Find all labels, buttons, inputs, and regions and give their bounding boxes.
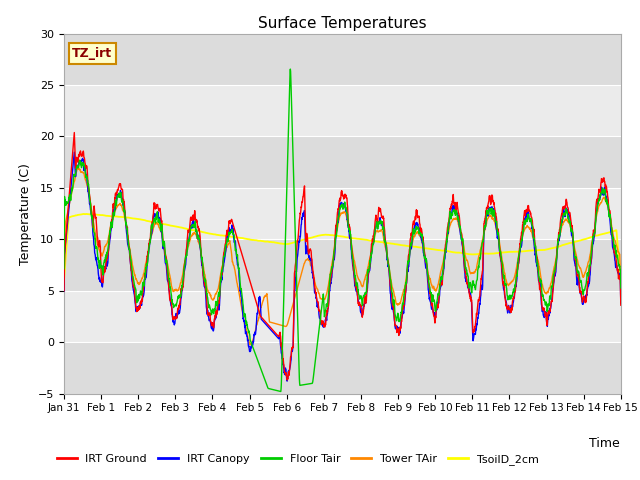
TsoilD_2cm: [508, 249, 516, 255]
Tower TAir: [75, 165, 83, 171]
Floor Tair: [617, 285, 625, 291]
Line: IRT Canopy: IRT Canopy: [64, 152, 621, 381]
Line: IRT Ground: IRT Ground: [64, 132, 621, 380]
Floor Tair: [60, 266, 68, 272]
Bar: [64, 342, 621, 394]
IRT Canopy: [70, 149, 78, 155]
Bar: [64, 291, 621, 342]
TsoilD_2cm: [164, 222, 172, 228]
IRT Canopy: [60, 288, 68, 294]
TsoilD_2cm: [593, 233, 600, 239]
Floor Tair: [287, 66, 294, 72]
X-axis label: Time: Time: [589, 437, 620, 450]
IRT Ground: [70, 130, 78, 135]
Text: TZ_irt: TZ_irt: [72, 47, 113, 60]
Legend: IRT Ground, IRT Canopy, Floor Tair, Tower TAir, TsoilD_2cm: IRT Ground, IRT Canopy, Floor Tair, Towe…: [52, 450, 543, 469]
Floor Tair: [277, 389, 285, 395]
IRT Canopy: [212, 314, 220, 320]
Tower TAir: [593, 212, 601, 217]
TsoilD_2cm: [80, 211, 88, 217]
Bar: [64, 188, 621, 240]
IRT Ground: [406, 237, 414, 243]
Floor Tair: [406, 244, 414, 250]
Floor Tair: [212, 300, 220, 306]
IRT Ground: [60, 288, 68, 294]
Floor Tair: [348, 252, 356, 258]
IRT Canopy: [284, 378, 291, 384]
IRT Canopy: [508, 306, 516, 312]
IRT Canopy: [593, 207, 601, 213]
Floor Tair: [593, 208, 601, 214]
Tower TAir: [617, 286, 625, 292]
Line: Floor Tair: Floor Tair: [64, 69, 621, 392]
TsoilD_2cm: [617, 280, 625, 286]
TsoilD_2cm: [60, 277, 68, 283]
Bar: [64, 34, 621, 85]
IRT Ground: [284, 377, 291, 383]
Bar: [64, 85, 621, 136]
Tower TAir: [164, 263, 172, 268]
IRT Canopy: [164, 278, 172, 284]
Tower TAir: [60, 281, 68, 287]
Floor Tair: [164, 267, 172, 273]
IRT Ground: [508, 307, 516, 313]
TsoilD_2cm: [406, 243, 414, 249]
Tower TAir: [508, 278, 516, 284]
TsoilD_2cm: [348, 235, 356, 241]
Title: Surface Temperatures: Surface Temperatures: [258, 16, 427, 31]
Tower TAir: [212, 291, 220, 297]
Tower TAir: [246, 342, 254, 348]
Bar: [64, 136, 621, 188]
Floor Tair: [508, 294, 516, 300]
Line: Tower TAir: Tower TAir: [64, 168, 621, 345]
IRT Ground: [593, 197, 601, 203]
IRT Canopy: [348, 256, 356, 262]
Line: TsoilD_2cm: TsoilD_2cm: [64, 214, 621, 283]
IRT Ground: [348, 249, 356, 254]
IRT Ground: [164, 276, 172, 281]
Tower TAir: [348, 246, 356, 252]
Tower TAir: [406, 249, 414, 254]
TsoilD_2cm: [212, 232, 220, 238]
Bar: [64, 240, 621, 291]
Y-axis label: Temperature (C): Temperature (C): [19, 163, 33, 264]
IRT Ground: [617, 302, 625, 308]
IRT Ground: [212, 308, 220, 313]
IRT Canopy: [617, 300, 625, 306]
IRT Canopy: [406, 245, 414, 251]
